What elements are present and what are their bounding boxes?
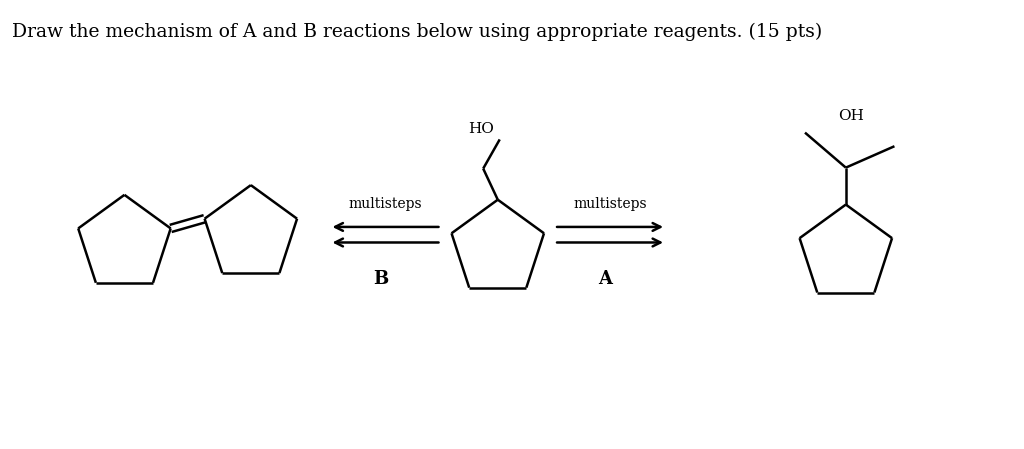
Text: HO: HO [469, 122, 495, 136]
Text: multisteps: multisteps [573, 198, 647, 211]
Text: OH: OH [838, 109, 864, 123]
Text: Draw the mechanism of A and B reactions below using appropriate reagents. (15 pt: Draw the mechanism of A and B reactions … [11, 23, 822, 41]
Text: B: B [373, 270, 388, 288]
Text: A: A [598, 270, 612, 288]
Text: multisteps: multisteps [348, 198, 422, 211]
